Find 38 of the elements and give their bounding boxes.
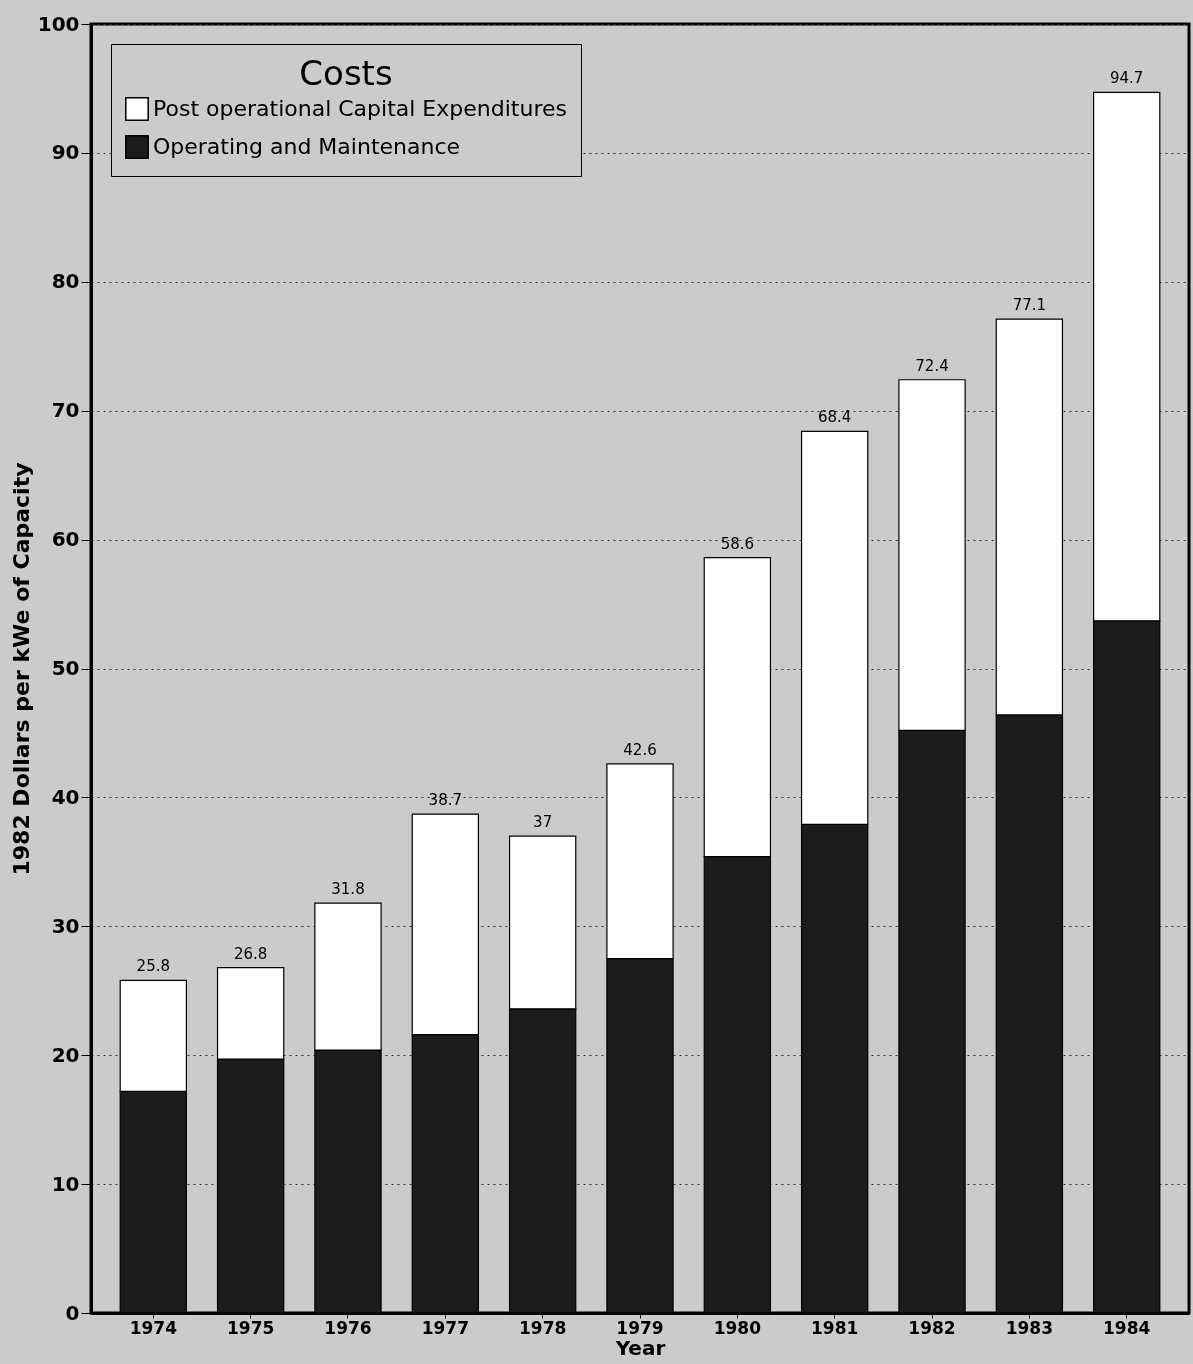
y-tick-label: 0 — [65, 1300, 80, 1325]
y-tick-label: 70 — [51, 398, 80, 423]
x-tick-label: 1983 — [1005, 1317, 1054, 1338]
y-tick-label: 90 — [51, 140, 80, 165]
total-label: 37 — [533, 813, 553, 832]
x-tick-label: 1982 — [908, 1317, 956, 1338]
x-tick-label: 1974 — [129, 1317, 178, 1338]
x-tick-label: 1981 — [811, 1317, 859, 1338]
x-tick-label: 1977 — [421, 1317, 469, 1338]
total-label: 58.6 — [720, 534, 755, 553]
total-label: 77.1 — [1012, 296, 1047, 315]
y-tick-label: 100 — [37, 11, 80, 36]
total-label: 94.7 — [1110, 69, 1144, 88]
total-label: 42.6 — [623, 740, 657, 759]
legend-title: Costs — [299, 53, 393, 93]
legend-label: Post operational Capital Expenditures — [153, 96, 567, 121]
total-label: 38.7 — [428, 791, 463, 810]
legend-label: Operating and Maintenance — [153, 134, 461, 159]
x-tick-label: 1976 — [324, 1317, 372, 1338]
total-label: 25.8 — [136, 957, 170, 976]
y-tick-label: 20 — [51, 1042, 80, 1067]
y-tick-label: 10 — [51, 1171, 80, 1196]
x-tick-label: 1979 — [616, 1317, 664, 1338]
total-label: 72.4 — [915, 356, 949, 375]
y-tick-label: 30 — [51, 913, 80, 938]
total-label: 26.8 — [233, 944, 268, 963]
x-axis-title: Year — [614, 1335, 666, 1360]
x-tick-label: 1975 — [226, 1317, 275, 1338]
x-tick-label: 1978 — [519, 1317, 567, 1338]
y-tick-label: 40 — [51, 784, 80, 809]
x-tick-label: 1980 — [713, 1317, 762, 1338]
y-axis-title: 1982 Dollars per kWe of Capacity — [8, 462, 34, 876]
total-label: 31.8 — [331, 880, 365, 899]
total-label: 68.4 — [817, 408, 852, 427]
y-tick-label: 80 — [51, 269, 80, 294]
y-tick-label: 60 — [51, 527, 80, 552]
y-tick-label: 50 — [51, 656, 80, 680]
x-tick-label: 1984 — [1103, 1317, 1151, 1338]
